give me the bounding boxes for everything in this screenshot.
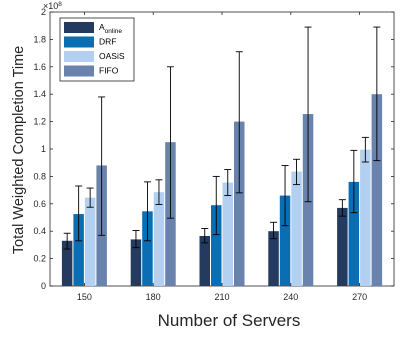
bar — [130, 239, 142, 286]
x-tick-label: 210 — [214, 292, 229, 302]
bar — [337, 207, 348, 286]
legend-swatch — [64, 65, 94, 77]
bar — [84, 197, 96, 286]
legend-label: OASiS — [99, 51, 125, 61]
bar — [291, 171, 302, 286]
y-tick-label: 0.8 — [33, 171, 46, 181]
bar — [279, 195, 291, 286]
y-axis-exponent: ×108 — [43, 1, 62, 11]
legend-label-subscript: online — [105, 28, 123, 35]
y-tick-label: 0.6 — [33, 199, 46, 209]
bar — [348, 181, 360, 286]
legend-label: DRF — [99, 37, 116, 47]
bar — [211, 205, 222, 286]
x-tick-label: 240 — [283, 292, 298, 302]
x-tick-label: 150 — [77, 292, 92, 302]
y-axis: 0 0.2 0.4 0.6 0.8 1 1.2 1.4 1.6 1.8 2 — [33, 7, 394, 291]
y-tick-label: 0.4 — [33, 226, 46, 236]
bar — [360, 149, 371, 286]
legend-swatch — [64, 51, 94, 62]
legend-swatch — [64, 22, 94, 33]
x-tick-label: 180 — [146, 292, 161, 302]
x-axis-title: Number of Servers — [158, 311, 301, 330]
y-tick-label: 2 — [41, 7, 46, 17]
y-tick-label: 1.6 — [33, 62, 46, 72]
x-tick-label: 270 — [352, 292, 367, 302]
bar — [61, 240, 73, 286]
bar — [268, 231, 279, 286]
y-exponent-power: 8 — [58, 1, 62, 8]
bars-layer — [61, 94, 383, 286]
plot-area: 0 0.2 0.4 0.6 0.8 1 1.2 1.4 1.6 1.8 2 150 180 210 240… — [33, 7, 395, 302]
x-axis: 150 180 210 240 270 — [77, 12, 367, 302]
y-tick-label: 1 — [41, 144, 46, 154]
bar — [371, 94, 383, 286]
y-tick-label: 0 — [41, 281, 46, 291]
y-tick-label: 1.8 — [33, 34, 46, 44]
bar — [234, 121, 245, 286]
y-exponent-base: ×10 — [43, 1, 58, 11]
legend-label: FIFO — [99, 66, 119, 76]
bar — [199, 236, 210, 286]
y-tick-label: 0.2 — [33, 254, 46, 264]
legend-swatch — [64, 36, 94, 48]
y-tick-label: 1.4 — [33, 89, 46, 99]
bar — [142, 211, 153, 286]
y-axis-title: Total Weighted Completion Time — [11, 46, 27, 254]
y-tick-label: 1.2 — [33, 117, 46, 127]
bar — [222, 182, 233, 286]
bar — [153, 192, 165, 286]
bar — [73, 214, 84, 286]
error-bars-layer — [63, 26, 381, 250]
